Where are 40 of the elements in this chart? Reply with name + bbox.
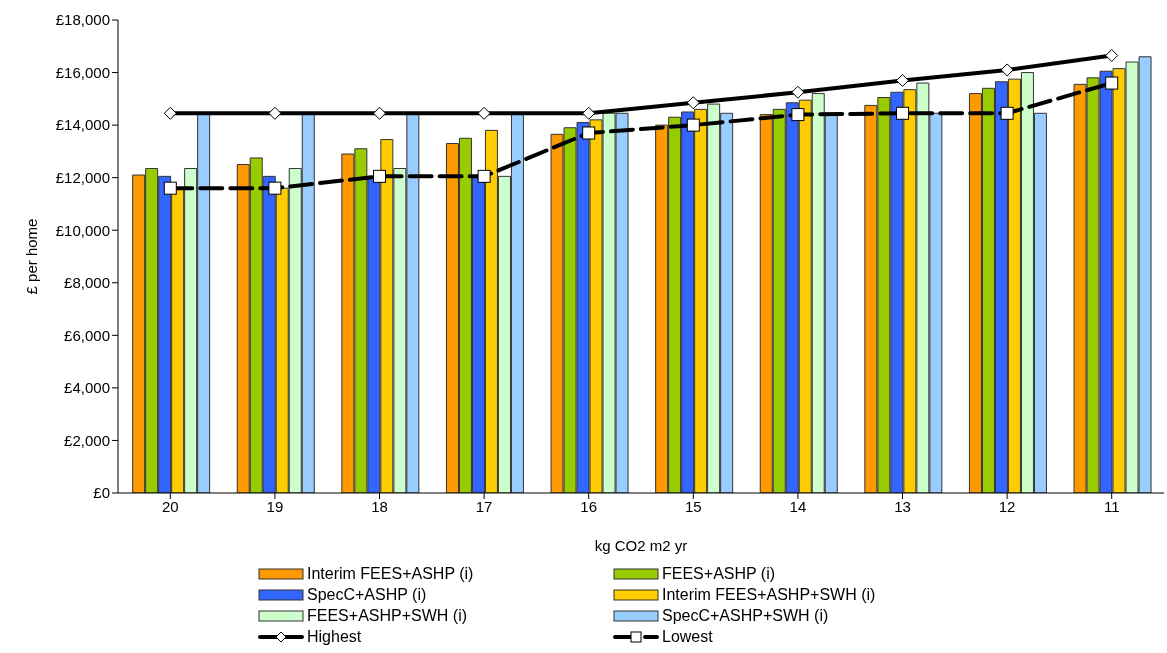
x-axis-title: kg CO2 m2 yr — [594, 537, 688, 554]
y-tick-label: £18,000 — [55, 11, 110, 29]
x-tick-label: 15 — [684, 497, 702, 515]
y-tick-label: £6,000 — [64, 326, 110, 344]
point — [477, 169, 491, 183]
point — [268, 181, 282, 195]
legend-label: Interim FEES+ASHP (i) — [307, 564, 474, 584]
point — [1105, 76, 1119, 90]
y-tick-label: £16,000 — [55, 63, 110, 81]
y-tick-label: £4,000 — [64, 379, 110, 397]
x-tick-label: 11 — [1103, 497, 1120, 515]
y-axis-title: £ per home — [23, 218, 41, 295]
point — [896, 106, 909, 120]
legend-label: Lowest — [662, 627, 713, 647]
x-tick-label: 13 — [894, 497, 911, 515]
legend-label: SpecC+ASHP (i) — [307, 585, 427, 605]
x-tick-label: 16 — [580, 497, 598, 515]
point — [686, 118, 700, 132]
y-tick-label: £8,000 — [64, 274, 110, 292]
y-tick-label: £10,000 — [55, 221, 110, 239]
y-tick-label: £0 — [93, 484, 110, 502]
point — [373, 169, 386, 183]
point — [791, 108, 805, 122]
legend-label: SpecC+ASHP+SWH (i) — [662, 606, 829, 626]
x-tick-label: 18 — [371, 497, 388, 515]
legend-label: FEES+ASHP (i) — [662, 564, 776, 584]
x-tick-label: 14 — [789, 497, 807, 515]
y-tick-label: £2,000 — [64, 431, 110, 449]
legend-label: FEES+ASHP+SWH (i) — [307, 606, 468, 626]
legend-label: Interim FEES+ASHP+SWH (i) — [662, 585, 876, 605]
x-tick-label: 20 — [161, 497, 179, 515]
y-tick-label: £14,000 — [55, 116, 110, 134]
point — [163, 181, 177, 195]
legend-label: Highest — [307, 627, 362, 647]
y-tick-label: £12,000 — [55, 168, 110, 186]
x-tick-label: 19 — [266, 497, 284, 515]
x-tick-label: 17 — [475, 497, 493, 515]
point — [582, 126, 596, 140]
x-tick-label: 12 — [998, 497, 1016, 515]
point — [1000, 106, 1014, 120]
